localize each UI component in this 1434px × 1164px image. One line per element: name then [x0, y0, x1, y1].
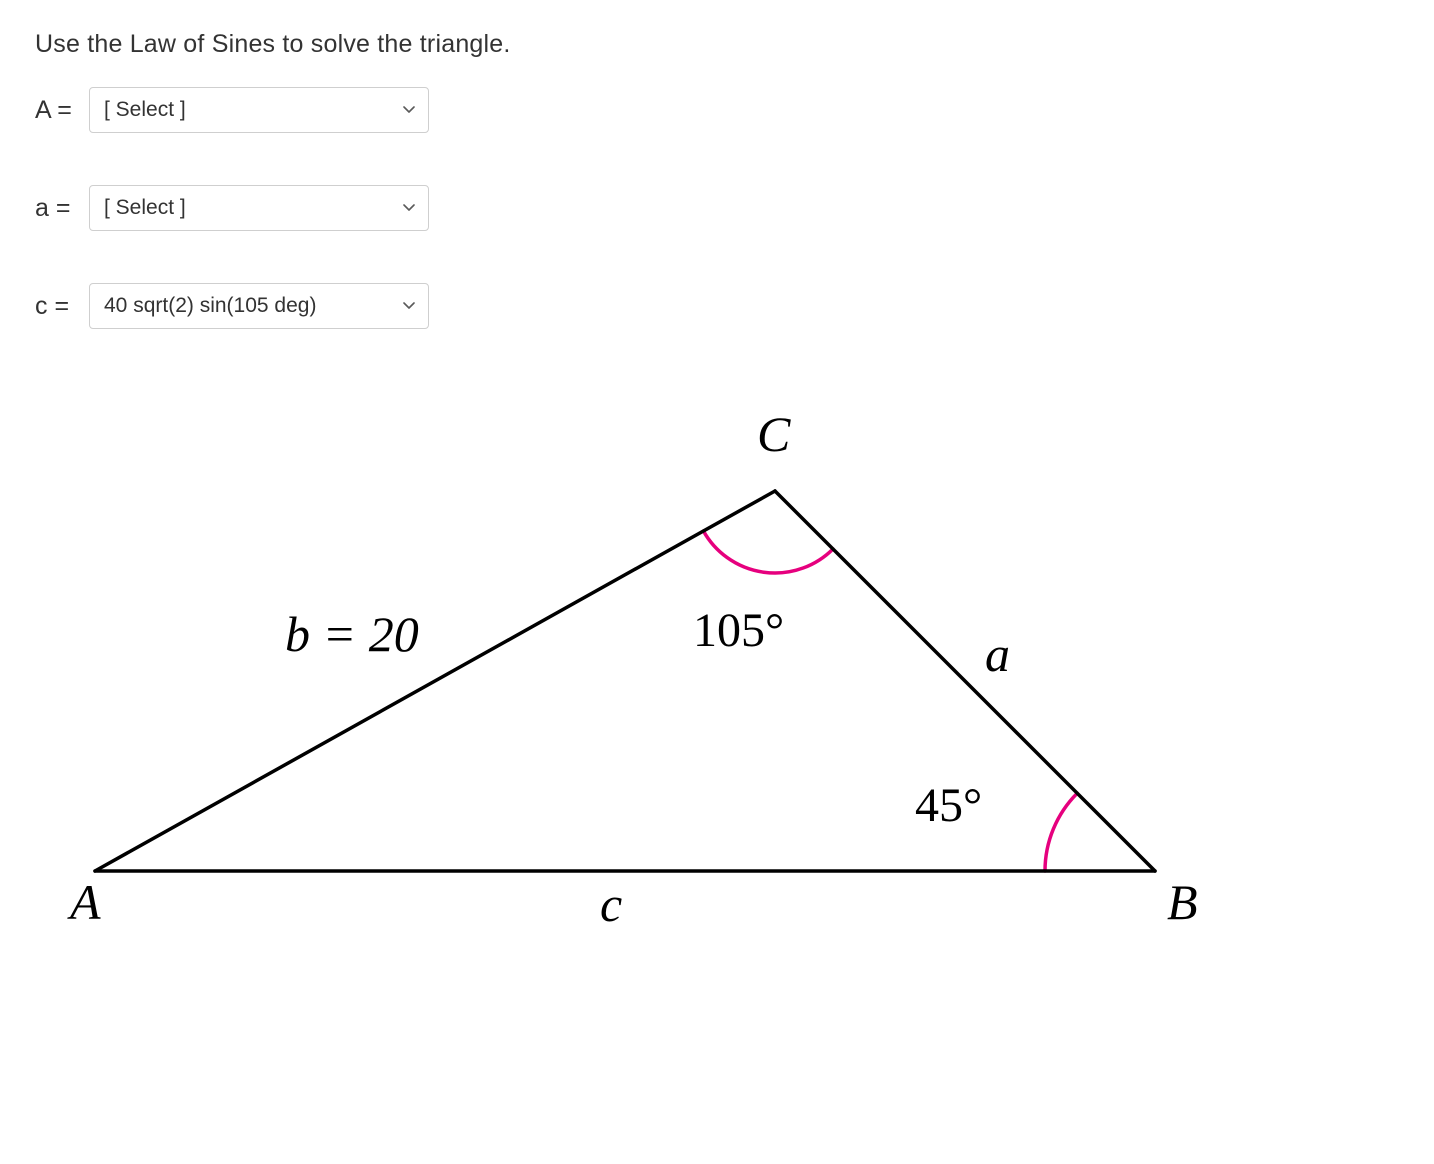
- question-prompt: Use the Law of Sines to solve the triang…: [35, 30, 1399, 59]
- label-side_c: c: [600, 876, 622, 932]
- select-A-value: [ Select ]: [104, 98, 186, 122]
- label-A: A =: [35, 96, 81, 125]
- label-A_vertex: A: [67, 874, 101, 930]
- triangle-figure: A B Cb = 20 a c 105° 45°: [35, 381, 1399, 981]
- side-b-line: [95, 491, 775, 871]
- select-c-lower-value: 40 sqrt(2) sin(105 deg): [104, 294, 316, 318]
- select-a-lower[interactable]: [ Select ]: [89, 185, 429, 231]
- triangle-svg: A B Cb = 20 a c 105° 45°: [35, 381, 1235, 981]
- label-angle_B: 45°: [915, 779, 982, 832]
- label-B_vertex: B: [1167, 874, 1198, 930]
- answer-row-A: A = [ Select ]: [35, 87, 1399, 133]
- select-A[interactable]: [ Select ]: [89, 87, 429, 133]
- angle-arc-C: [703, 531, 833, 573]
- select-a-lower-value: [ Select ]: [104, 196, 186, 220]
- label-side_b: b = 20: [285, 606, 419, 662]
- label-a-lower: a =: [35, 194, 81, 223]
- angle-arc-B: [1045, 793, 1077, 871]
- answer-row-c-lower: c = 40 sqrt(2) sin(105 deg): [35, 283, 1399, 329]
- select-c-lower[interactable]: 40 sqrt(2) sin(105 deg): [89, 283, 429, 329]
- chevron-down-icon: [402, 201, 416, 215]
- label-side_a: a: [985, 626, 1010, 682]
- answer-row-a-lower: a = [ Select ]: [35, 185, 1399, 231]
- chevron-down-icon: [402, 103, 416, 117]
- chevron-down-icon: [402, 299, 416, 313]
- label-C_vertex: C: [757, 406, 791, 462]
- label-c-lower: c =: [35, 292, 81, 321]
- label-angle_C: 105°: [693, 604, 784, 657]
